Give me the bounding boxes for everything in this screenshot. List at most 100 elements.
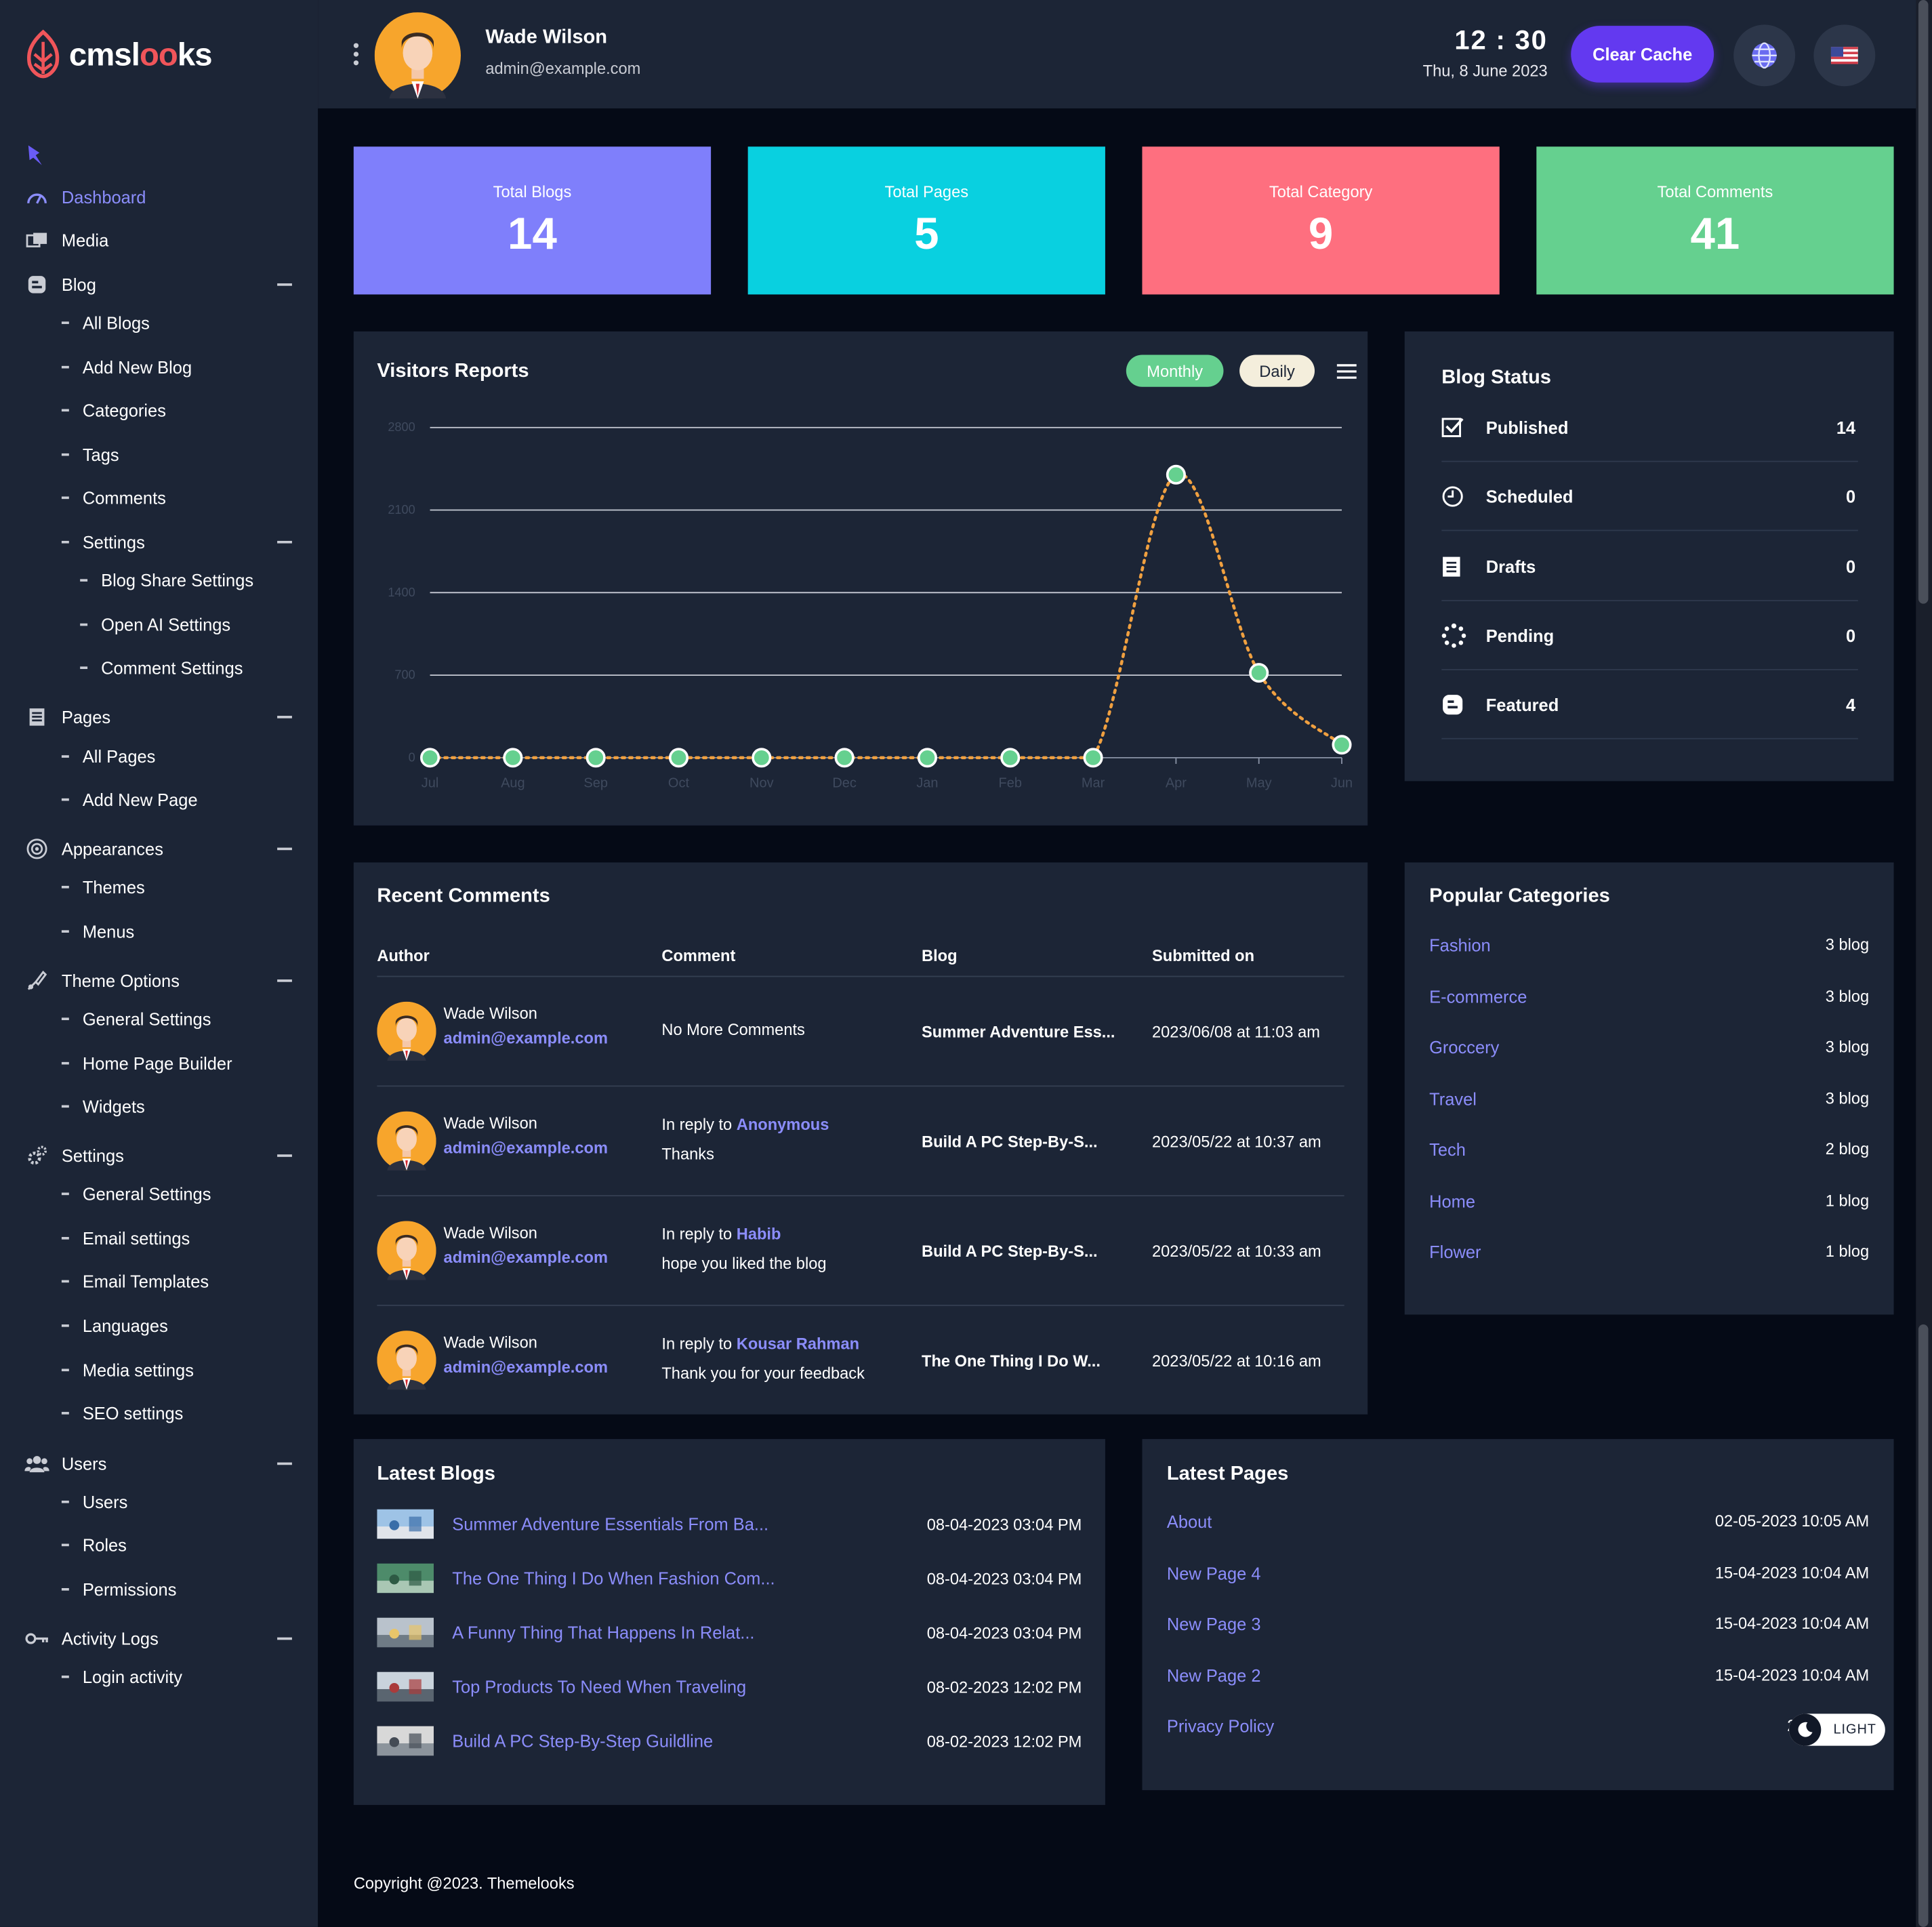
collapse-icon[interactable] bbox=[277, 716, 292, 718]
theme-toggle[interactable]: LIGHT bbox=[1789, 1713, 1885, 1746]
submenu-blog-share-settings[interactable]: Blog Share Settings bbox=[80, 567, 253, 594]
comment-author-email[interactable]: admin@example.com bbox=[443, 1028, 608, 1048]
page-title-link[interactable]: About bbox=[1166, 1512, 1212, 1532]
submenu-open-ai-settings[interactable]: Open AI Settings bbox=[80, 611, 230, 638]
kebab-menu-icon[interactable] bbox=[352, 42, 360, 66]
comment-author-email[interactable]: admin@example.com bbox=[443, 1138, 608, 1157]
category-item[interactable]: Home 1 blog bbox=[1429, 1191, 1869, 1211]
submenu-themes[interactable]: Themes bbox=[61, 874, 145, 901]
submenu-all-blogs[interactable]: All Blogs bbox=[61, 309, 150, 336]
avatar[interactable] bbox=[377, 1111, 436, 1171]
collapse-icon[interactable] bbox=[277, 1462, 292, 1465]
submenu-comment-settings[interactable]: Comment Settings bbox=[80, 654, 243, 681]
submenu-login-activity[interactable]: Login activity bbox=[61, 1663, 182, 1690]
sidebar-item-activity-logs[interactable]: Activity Logs bbox=[24, 1624, 159, 1654]
latest-blog-item[interactable]: Summer Adventure Essentials From Ba... 08… bbox=[377, 1509, 1082, 1539]
avatar[interactable] bbox=[374, 12, 461, 99]
submenu-media-settings[interactable]: Media settings bbox=[61, 1356, 194, 1383]
category-name[interactable]: Groccery bbox=[1429, 1037, 1500, 1057]
country-flag-button[interactable] bbox=[1813, 24, 1876, 87]
collapse-icon[interactable] bbox=[277, 847, 292, 851]
latest-page-item[interactable]: New Page 2 15-04-2023 10:04 AM bbox=[1167, 1665, 1869, 1685]
submenu-seo-settings[interactable]: SEO settings bbox=[61, 1400, 183, 1427]
reply-to-link[interactable]: Habib bbox=[736, 1224, 781, 1244]
latest-page-item[interactable]: About 02-05-2023 10:05 AM bbox=[1167, 1512, 1869, 1531]
sidebar-item-theme-options[interactable]: Theme Options bbox=[24, 966, 180, 996]
submenu-email-templates[interactable]: Email Templates bbox=[61, 1267, 209, 1295]
sidebar-item-appearances[interactable]: Appearances bbox=[24, 834, 163, 864]
collapse-icon[interactable] bbox=[277, 1637, 292, 1640]
category-item[interactable]: Flower 1 blog bbox=[1429, 1242, 1869, 1261]
submenu-roles[interactable]: Roles bbox=[61, 1531, 127, 1558]
submenu-menus[interactable]: Menus bbox=[61, 918, 134, 945]
submenu-add-new-blog[interactable]: Add New Blog bbox=[61, 354, 192, 381]
submenu-categories[interactable]: Categories bbox=[61, 397, 166, 424]
sidebar-item-users[interactable]: Users bbox=[24, 1449, 106, 1479]
stat-card-total-comments[interactable]: Total Comments 41 bbox=[1536, 146, 1894, 295]
category-name[interactable]: E-commerce bbox=[1429, 986, 1527, 1007]
blog-status-pending[interactable]: Pending 0 bbox=[1441, 601, 1858, 670]
submenu-widgets[interactable]: Widgets bbox=[61, 1093, 145, 1120]
comment-blog-title[interactable]: The One Thing I Do W... bbox=[922, 1352, 1101, 1371]
latest-page-item[interactable]: Privacy Policy21-03-2023 bbox=[1167, 1716, 1869, 1736]
sidebar-item-settings[interactable]: Settings bbox=[24, 1141, 124, 1171]
comment-author-email[interactable]: admin@example.com bbox=[443, 1358, 608, 1377]
collapse-icon[interactable] bbox=[277, 283, 292, 286]
latest-blog-item[interactable]: The One Thing I Do When Fashion Com... 08… bbox=[377, 1563, 1082, 1594]
avatar[interactable] bbox=[377, 1001, 436, 1061]
blog-thumbnail[interactable] bbox=[377, 1509, 434, 1539]
category-name[interactable]: Flower bbox=[1429, 1242, 1481, 1262]
submenu-permissions[interactable]: Permissions bbox=[61, 1576, 176, 1603]
language-button[interactable] bbox=[1733, 24, 1796, 87]
sidebar-item-media[interactable]: Media bbox=[24, 226, 108, 256]
category-name[interactable]: Home bbox=[1429, 1190, 1476, 1211]
submenu-add-new-page[interactable]: Add New Page bbox=[61, 786, 198, 813]
blog-status-scheduled[interactable]: Scheduled 0 bbox=[1441, 462, 1858, 531]
comment-blog-title[interactable]: Summer Adventure Ess... bbox=[922, 1022, 1115, 1041]
submenu-languages[interactable]: Languages bbox=[61, 1312, 168, 1339]
collapse-icon[interactable] bbox=[277, 540, 292, 544]
submenu-general-settings[interactable]: General Settings bbox=[61, 1180, 211, 1207]
blog-title-link[interactable]: Summer Adventure Essentials From Ba... bbox=[452, 1514, 769, 1535]
comment-blog-title[interactable]: Build A PC Step-By-S... bbox=[922, 1242, 1098, 1261]
submenu-general-settings[interactable]: General Settings bbox=[61, 1005, 211, 1032]
category-item[interactable]: E-commerce 3 blog bbox=[1429, 986, 1869, 1006]
blog-title-link[interactable]: A Funny Thing That Happens In Relat... bbox=[452, 1622, 755, 1642]
submenu-tags[interactable]: Tags bbox=[61, 441, 119, 468]
avatar[interactable] bbox=[377, 1221, 436, 1280]
submenu-email-settings[interactable]: Email settings bbox=[61, 1225, 190, 1252]
blog-title-link[interactable]: Build A PC Step-By-Step Guildline bbox=[452, 1730, 714, 1751]
latest-page-item[interactable]: New Page 4 15-04-2023 10:04 AM bbox=[1167, 1563, 1869, 1583]
submenu-comments[interactable]: Comments bbox=[61, 484, 166, 511]
collapse-icon[interactable] bbox=[277, 1154, 292, 1157]
sidebar-item-blog[interactable]: Blog bbox=[24, 270, 96, 300]
category-name[interactable]: Tech bbox=[1429, 1139, 1466, 1160]
latest-blog-item[interactable]: A Funny Thing That Happens In Relat... 08… bbox=[377, 1617, 1082, 1648]
page-title-link[interactable]: New Page 4 bbox=[1166, 1562, 1261, 1583]
comment-author-email[interactable]: admin@example.com bbox=[443, 1248, 608, 1267]
scrollbar-thumb[interactable] bbox=[1918, 0, 1929, 604]
sidebar-item-dashboard[interactable]: Dashboard bbox=[24, 182, 146, 212]
blog-status-drafts[interactable]: Drafts 0 bbox=[1441, 532, 1858, 602]
comment-blog-title[interactable]: Build A PC Step-By-S... bbox=[922, 1132, 1098, 1151]
category-item[interactable]: Tech 2 blog bbox=[1429, 1139, 1869, 1159]
reply-to-link[interactable]: Kousar Rahman bbox=[736, 1334, 860, 1353]
stat-card-total-pages[interactable]: Total Pages 5 bbox=[747, 146, 1105, 295]
submenu-all-pages[interactable]: All Pages bbox=[61, 743, 155, 770]
submenu-home-page-builder[interactable]: Home Page Builder bbox=[61, 1050, 232, 1077]
page-title-link[interactable]: New Page 3 bbox=[1166, 1614, 1261, 1634]
sidebar-item-pages[interactable]: Pages bbox=[24, 702, 110, 732]
category-item[interactable]: Groccery 3 blog bbox=[1429, 1038, 1869, 1057]
blog-thumbnail[interactable] bbox=[377, 1726, 434, 1756]
avatar[interactable] bbox=[377, 1331, 436, 1390]
blog-status-published[interactable]: Published 14 bbox=[1441, 393, 1858, 462]
stat-card-total-blogs[interactable]: Total Blogs 14 bbox=[353, 146, 712, 295]
collapse-icon[interactable] bbox=[277, 979, 292, 982]
page-title-link[interactable]: Privacy Policy bbox=[1166, 1716, 1275, 1737]
latest-blog-item[interactable]: Top Products To Need When Traveling 08-02… bbox=[377, 1671, 1082, 1702]
category-name[interactable]: Fashion bbox=[1429, 935, 1491, 955]
blog-status-featured[interactable]: Featured 4 bbox=[1441, 670, 1858, 739]
category-name[interactable]: Travel bbox=[1429, 1088, 1477, 1109]
stat-card-total-category[interactable]: Total Category 9 bbox=[1142, 146, 1500, 295]
submenu-blog-settings[interactable]: Settings bbox=[61, 529, 145, 556]
